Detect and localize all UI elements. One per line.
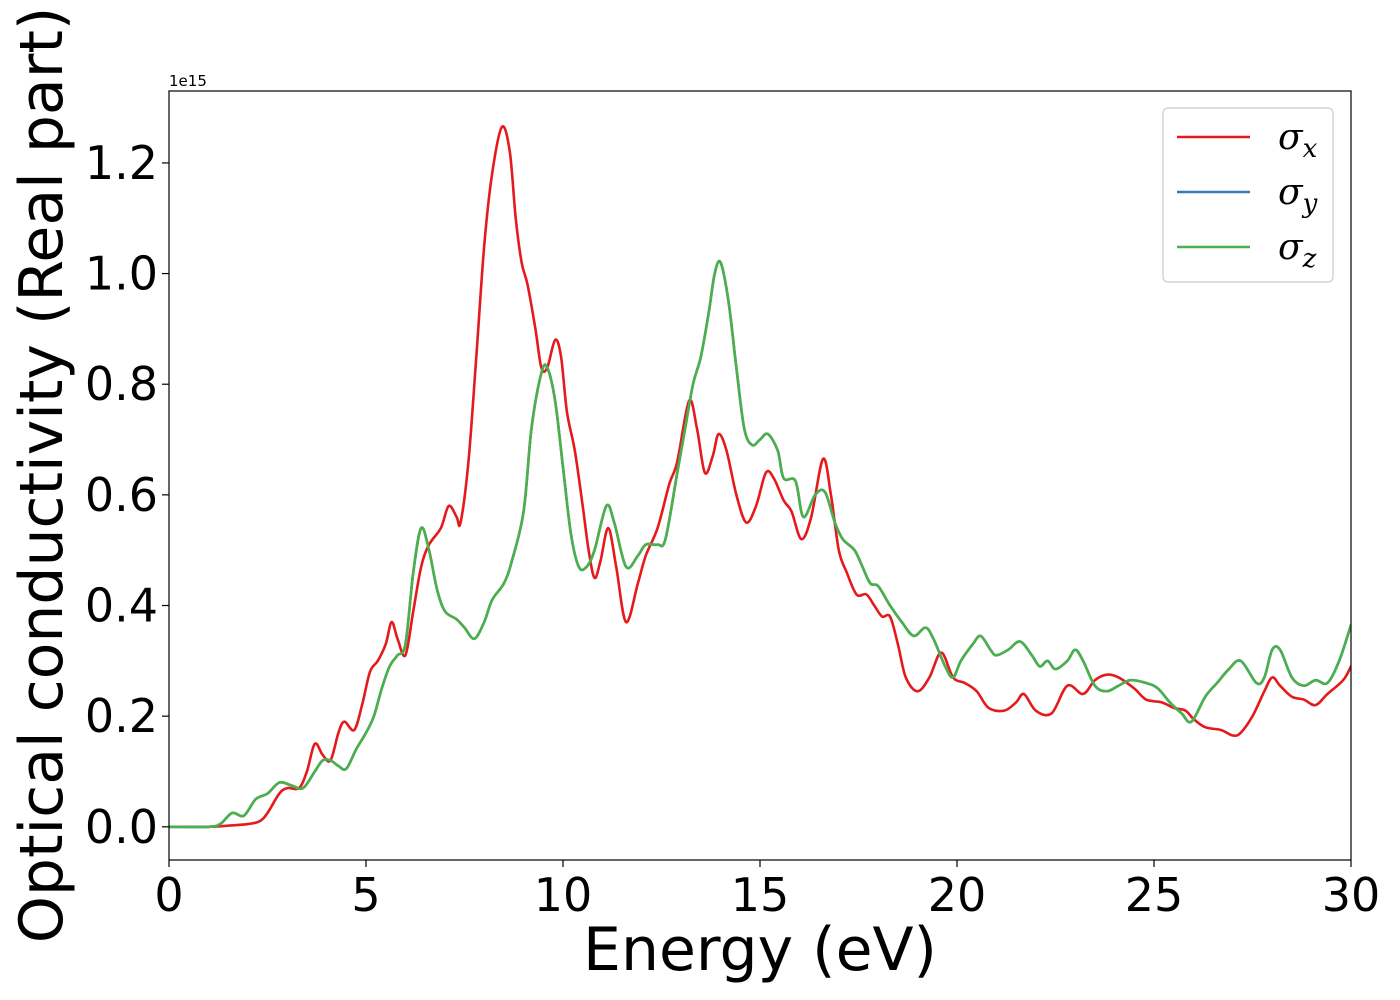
x-axis-ticks: 0 5 10 15 20 25 30 — [154, 860, 1380, 922]
x-tick-label: 15 — [731, 868, 790, 922]
series-line-z — [169, 259, 1351, 829]
legend-box — [1162, 107, 1334, 283]
y-tick-label: 0.0 — [85, 800, 158, 854]
legend-label-y: σy — [1278, 172, 1318, 219]
x-axis-label: Energy (eV) — [583, 915, 937, 985]
legend-label-z: σz — [1278, 227, 1317, 274]
x-tick-label: 0 — [154, 868, 183, 922]
x-tick-label: 20 — [928, 868, 987, 922]
series-layer — [169, 125, 1351, 829]
y-tick-label: 0.6 — [85, 468, 158, 522]
x-tick-label: 10 — [534, 868, 593, 922]
y-tick-label: 0.8 — [85, 357, 158, 411]
x-tick-label: 25 — [1125, 868, 1184, 922]
legend-label-x: σx — [1278, 117, 1318, 164]
y-axis-ticks: 0.0 0.2 0.4 0.6 0.8 1.0 1.2 — [85, 136, 169, 854]
y-offset-label: 1e15 — [169, 72, 207, 90]
legend: σx σy σz — [1162, 107, 1334, 283]
y-axis-label: Optical conductivity (Real part) — [7, 7, 77, 944]
y-tick-label: 1.2 — [85, 136, 158, 190]
y-tick-label: 0.2 — [85, 689, 158, 743]
x-tick-label: 5 — [351, 868, 380, 922]
y-tick-label: 0.4 — [85, 579, 158, 633]
y-tick-label: 1.0 — [85, 247, 158, 301]
x-tick-label: 30 — [1322, 868, 1381, 922]
series-line-x — [169, 125, 1351, 829]
